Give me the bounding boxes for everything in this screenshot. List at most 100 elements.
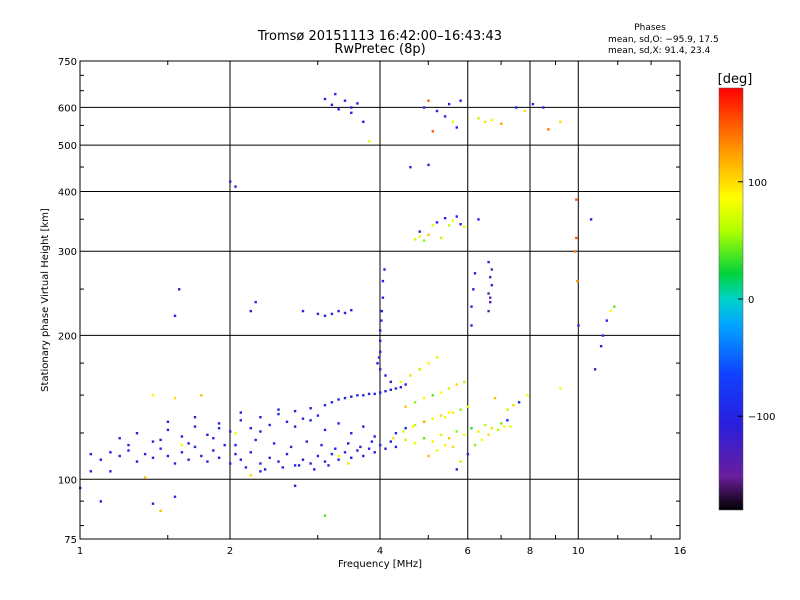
scatter-point — [512, 404, 515, 407]
scatter-point — [277, 412, 280, 416]
colorbar-tick-label: 100 — [748, 178, 767, 189]
scatter-point — [272, 442, 276, 445]
scatter-point — [384, 447, 387, 450]
scatter-point — [249, 309, 252, 313]
scatter-point — [489, 276, 492, 279]
grid — [80, 61, 680, 539]
scatter-point — [268, 423, 271, 427]
scatter-point — [455, 126, 458, 129]
scatter-point — [330, 452, 334, 456]
x-tick-label: 1 — [77, 546, 83, 557]
scatter-point — [379, 368, 382, 371]
scatter-point — [350, 395, 353, 398]
scatter-point — [443, 217, 447, 220]
scatter-point — [613, 305, 616, 308]
scatter-point — [593, 368, 597, 371]
scatter-point — [435, 221, 439, 224]
scatter-point — [431, 417, 434, 420]
scatter-point — [239, 419, 242, 422]
scatter-point — [234, 452, 237, 456]
scatter-point — [402, 430, 405, 433]
y-tick-label: 600 — [58, 103, 77, 114]
plot-frame — [79, 60, 681, 540]
scatter-point — [451, 445, 455, 449]
scatter-point — [435, 449, 439, 452]
scatter-point — [487, 309, 490, 313]
scatter-point — [447, 437, 451, 440]
scatter-point — [356, 449, 359, 452]
scatter-point — [506, 419, 509, 422]
scatter-point — [447, 102, 451, 106]
scatter-point — [473, 272, 477, 275]
colorbar: [deg] 100 0 −100 — [718, 72, 775, 511]
scatter-point — [249, 474, 252, 477]
scatter-point — [575, 236, 578, 240]
scatter-point — [330, 103, 334, 106]
phases-x-stats: mean, sd,X: 91.4, 23.4 — [608, 46, 711, 56]
scatter-point — [206, 433, 209, 436]
scatter-point — [490, 427, 493, 430]
scatter-point — [422, 239, 426, 242]
scatter-point — [576, 279, 579, 283]
colorbar-tick-label: 0 — [748, 295, 754, 306]
x-tick-labels: 1 2 4 6 8 10 16 — [77, 546, 687, 557]
scatter-point — [109, 470, 112, 473]
scatter-point — [411, 425, 414, 428]
scatter-point — [327, 464, 330, 467]
y-tick-labels: 75 100 200 300 400 500 600 750 — [58, 57, 77, 546]
scatter-point — [455, 383, 458, 386]
scatter-point — [487, 292, 490, 295]
scatter-point — [404, 383, 407, 386]
scatter-point — [166, 454, 170, 458]
scatter-point — [451, 219, 455, 222]
scatter-point — [193, 425, 197, 428]
x-tick-label: 10 — [572, 546, 585, 557]
colorbar-ticks: 100 0 −100 — [738, 178, 775, 423]
scatter-point — [373, 392, 376, 396]
scatter-point — [447, 224, 451, 227]
scatter-point — [309, 419, 312, 422]
scatter-point — [490, 284, 493, 287]
scatter-point — [309, 407, 312, 410]
scatter-point — [413, 423, 417, 427]
scatter-point — [435, 109, 439, 113]
scatter-point — [384, 374, 387, 377]
scatter-point — [285, 420, 289, 423]
x-tick-label: 16 — [674, 546, 687, 557]
scatter-point — [394, 387, 398, 390]
scatter-point — [484, 120, 487, 123]
scatter-point — [463, 225, 466, 228]
scatter-point — [389, 440, 392, 443]
scatter-point — [316, 414, 320, 417]
scatter-point — [447, 411, 451, 414]
colorbar-tick-label: −100 — [748, 412, 775, 423]
scatter-point — [254, 438, 257, 442]
scatter-point — [301, 417, 305, 420]
scatter-point — [277, 408, 280, 411]
scatter-point — [490, 118, 493, 122]
scatter-point — [343, 451, 347, 454]
scatter-point — [455, 468, 458, 471]
scatter-point — [515, 106, 518, 109]
scatter-point — [470, 427, 473, 430]
scatter-point — [350, 106, 353, 109]
colorbar-unit: [deg] — [718, 72, 753, 87]
scatter-point — [506, 408, 509, 411]
scatter-point — [577, 324, 580, 327]
scatter-point — [542, 106, 545, 109]
scatter-point — [574, 250, 577, 253]
scatter-point — [418, 235, 421, 238]
scatter-point — [484, 423, 487, 427]
scatter-point — [350, 309, 353, 312]
scatter-point — [234, 432, 237, 435]
scatter-point — [389, 380, 392, 384]
scatter-point — [389, 388, 392, 391]
scatter-point — [497, 428, 500, 432]
scatter-point — [316, 454, 320, 458]
scatter-point — [200, 454, 203, 458]
scatter-point — [301, 458, 305, 461]
scatter-point — [244, 466, 248, 469]
scatter-points — [79, 92, 616, 517]
scatter-point — [180, 443, 184, 447]
